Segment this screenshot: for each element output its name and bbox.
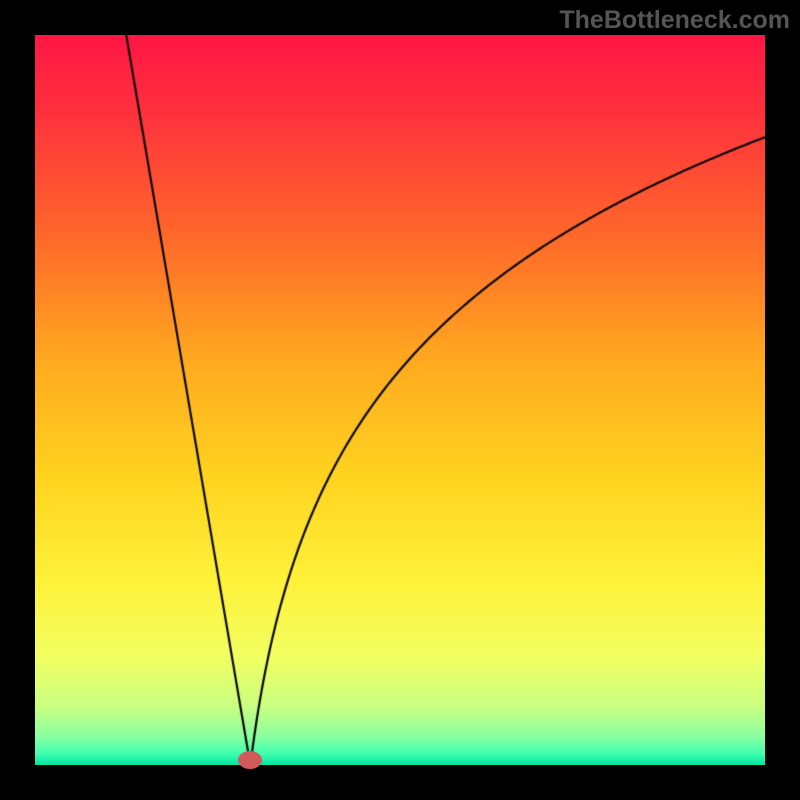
chart-frame: TheBottleneck.com <box>0 0 800 800</box>
bottleneck-curve-plot <box>35 35 765 765</box>
dip-marker <box>238 751 262 769</box>
watermark-text: TheBottleneck.com <box>559 6 790 35</box>
